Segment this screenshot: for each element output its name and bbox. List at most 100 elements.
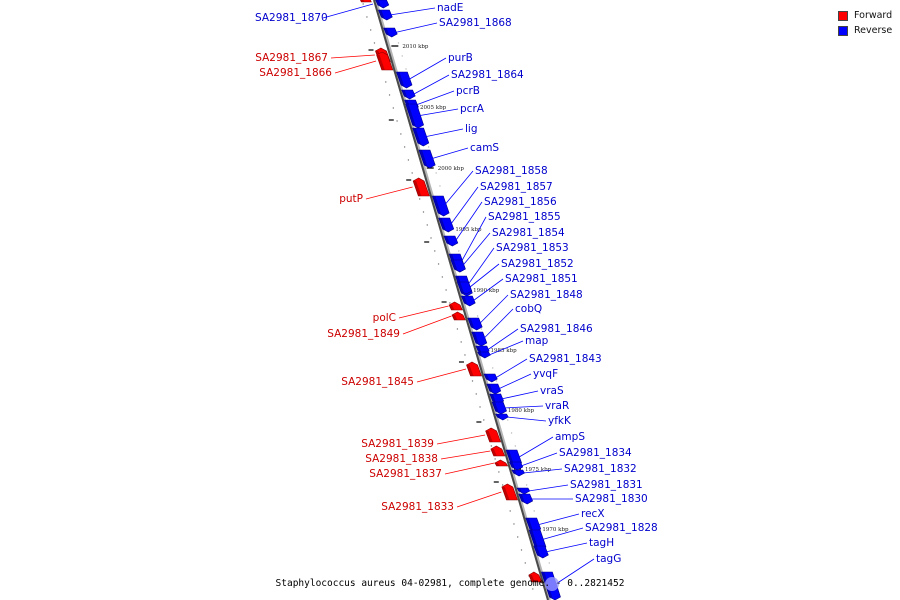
reverse-gene-shade <box>495 414 501 418</box>
reverse-gene <box>431 195 450 217</box>
forward-gene-label: SA2981_1849 <box>327 328 400 340</box>
forward-gene-leader <box>416 368 467 383</box>
reverse-gene-label: ampS <box>555 431 585 443</box>
reverse-gene-shade <box>450 260 458 270</box>
scale-tick-label: 2000 kbp <box>438 166 465 172</box>
forward-gene <box>412 177 430 197</box>
reverse-gene <box>443 235 459 247</box>
guide-dot <box>514 445 517 447</box>
reverse-gene-shade <box>506 450 514 464</box>
reverse-gene-leader <box>478 294 509 325</box>
reverse-gene-shade <box>383 28 390 35</box>
reverse-gene-leader <box>520 452 558 467</box>
legend-forward-label: Forward <box>854 10 893 21</box>
guide-dot <box>449 302 451 304</box>
forward-gene-label: SA2981_1867 <box>255 52 328 64</box>
guide-dot <box>392 107 395 109</box>
reverse-gene-leader <box>537 513 580 526</box>
guide-dot <box>370 29 372 31</box>
reverse-gene-label: vraR <box>545 400 569 412</box>
reverse-gene <box>395 71 413 89</box>
reverse-gene <box>375 0 390 9</box>
reverse-gene <box>405 103 424 129</box>
reverse-gene-label: pcrB <box>456 85 480 97</box>
reverse-gene-label: pcrA <box>460 103 485 115</box>
reverse-gene-shade <box>467 318 475 328</box>
reverse-gene-leader <box>482 308 514 340</box>
forward-gene-label: SA2981_1837 <box>369 468 442 480</box>
forward-gene-label: polC <box>373 312 396 324</box>
forward-gene-shade <box>449 305 455 310</box>
guide-dot <box>441 276 444 278</box>
reverse-gene-shade <box>457 282 464 292</box>
scale-tick-label: 2010 kbp <box>402 44 429 50</box>
forward-gene-label: SA2981_1838 <box>365 453 438 465</box>
reverse-gene-shade <box>471 332 479 344</box>
reverse-gene <box>491 401 507 415</box>
guide-dot <box>498 471 500 473</box>
reverse-gene <box>377 9 393 21</box>
forward-gene-leader <box>436 434 486 445</box>
guide-dot <box>492 367 494 369</box>
guide-dot <box>422 211 425 213</box>
reverse-gene-leader <box>540 527 584 541</box>
reverse-gene <box>518 493 534 505</box>
forward-gene-leader <box>330 54 375 59</box>
reverse-gene-label: SA2981_1828 <box>585 522 658 534</box>
forward-gene-shade <box>490 449 497 456</box>
reverse-gene-shade <box>438 218 446 230</box>
reverse-gene-shade <box>412 128 421 144</box>
reverse-gene-shade <box>378 10 385 18</box>
reverse-gene-shade <box>401 90 408 97</box>
forward-gene-shade <box>376 55 385 70</box>
forward-gene-top-shade <box>360 0 365 2</box>
guide-dot <box>407 159 410 161</box>
reverse-gene <box>471 331 488 347</box>
reverse-gene-label: SA2981_1858 <box>475 165 548 177</box>
forward-gene-bottom-shade <box>528 575 535 582</box>
reverse-gene-shade <box>419 150 428 166</box>
reverse-gene <box>516 487 531 495</box>
scale-tick-label: 1975 kbp <box>525 467 552 473</box>
reverse-gene-leader <box>503 405 544 409</box>
legend-forward: Forward <box>838 8 892 23</box>
reverse-gene-label: SA2981_1868 <box>439 17 512 29</box>
reverse-gene-leader <box>417 108 459 117</box>
reverse-gene-shade <box>375 0 381 6</box>
guide-dot <box>427 146 430 148</box>
reverse-gene-label: map <box>525 335 549 347</box>
reverse-gene-shade <box>533 546 541 556</box>
forward-gene-shade <box>485 431 493 442</box>
legend-reverse-label: Reverse <box>854 25 893 36</box>
guide-dot <box>479 406 481 408</box>
reverse-gene-shade <box>518 494 525 502</box>
guide-dot <box>439 185 441 187</box>
reverse-gene-label: SA2981_1853 <box>496 242 569 254</box>
reverse-gene <box>509 461 524 471</box>
forward-gene-bottom <box>528 571 543 583</box>
guide-dot <box>524 562 526 564</box>
legend-reverse: Reverse <box>838 23 892 38</box>
reverse-gene-label: SA2981_1870 <box>255 12 328 24</box>
guide-dot <box>445 289 447 291</box>
reverse-gene-leader <box>488 340 524 356</box>
guide-dot <box>401 55 403 57</box>
reverse-gene-leader <box>545 542 588 553</box>
reverse-gene-leader <box>472 278 504 302</box>
guide-dot <box>471 380 474 382</box>
guide-dot <box>400 133 402 135</box>
reverse-gene-leader <box>430 147 469 160</box>
guide-dot <box>366 16 368 18</box>
forward-gene-label: putP <box>339 193 363 205</box>
forward-gene-label: SA2981_1845 <box>341 376 414 388</box>
highlight-marker <box>545 577 559 591</box>
reverse-gene-label: camS <box>470 142 499 154</box>
reverse-gene-label: SA2981_1834 <box>559 447 632 459</box>
reverse-gene-leader <box>528 484 569 492</box>
guide-dot <box>435 172 437 174</box>
reverse-gene-leader <box>389 7 436 16</box>
reverse-gene-shade <box>489 394 496 402</box>
forward-gene-leader <box>334 60 377 74</box>
reverse-gene-label: vraS <box>540 385 564 397</box>
forward-swatch <box>838 10 848 21</box>
